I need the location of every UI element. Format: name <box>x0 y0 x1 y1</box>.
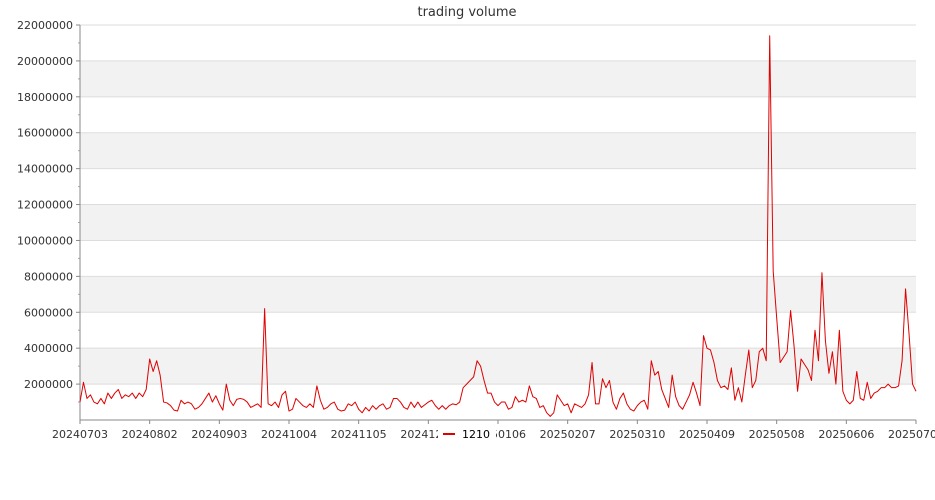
x-tick-label: 20250508 <box>749 428 805 441</box>
x-tick-label: 20240703 <box>52 428 108 441</box>
y-tick-label: 12000000 <box>17 199 73 212</box>
x-tick-label: 20241105 <box>331 428 387 441</box>
y-tick-label: 6000000 <box>24 306 73 319</box>
y-tick-label: 20000000 <box>17 55 73 68</box>
y-tick-label: 2000000 <box>24 378 73 391</box>
grid-bands <box>80 60 916 385</box>
grid-band <box>80 60 916 97</box>
series-layer <box>79 35 917 417</box>
y-tick-label: 8000000 <box>24 270 73 283</box>
y-tick-label: 10000000 <box>17 234 73 247</box>
legend-box <box>438 425 496 442</box>
grid-band <box>80 132 916 169</box>
x-tick-label: 20250409 <box>679 428 735 441</box>
x-tick-label: 20240802 <box>122 428 178 441</box>
y-tick-label: 18000000 <box>17 91 73 104</box>
x-tick-label: 20250606 <box>818 428 874 441</box>
x-tick-label: 20250707 <box>888 428 935 441</box>
y-axis: 2000000 4000000 6000000 8000000 10000000 1200… <box>17 19 81 420</box>
x-axis: 20240703 20240802 20240903 20241004 20241105… <box>52 419 935 441</box>
legend-label: 1210 <box>462 428 490 441</box>
x-tick-label: 20250207 <box>540 428 596 441</box>
grid-band <box>80 348 916 385</box>
legend: 1210 <box>438 425 496 442</box>
series-line <box>79 35 917 417</box>
y-tick-label: 22000000 <box>17 19 73 32</box>
grid-lines <box>80 24 916 385</box>
x-tick-label: 20241004 <box>261 428 317 441</box>
x-tick-label: 20250310 <box>609 428 665 441</box>
grid-band <box>80 276 916 313</box>
x-tick-label: 20240903 <box>191 428 247 441</box>
y-tick-label: 4000000 <box>24 342 73 355</box>
grid-band <box>80 204 916 241</box>
y-tick-label: 14000000 <box>17 163 73 176</box>
chart-title: trading volume <box>417 5 516 20</box>
y-tick-label: 16000000 <box>17 127 73 140</box>
